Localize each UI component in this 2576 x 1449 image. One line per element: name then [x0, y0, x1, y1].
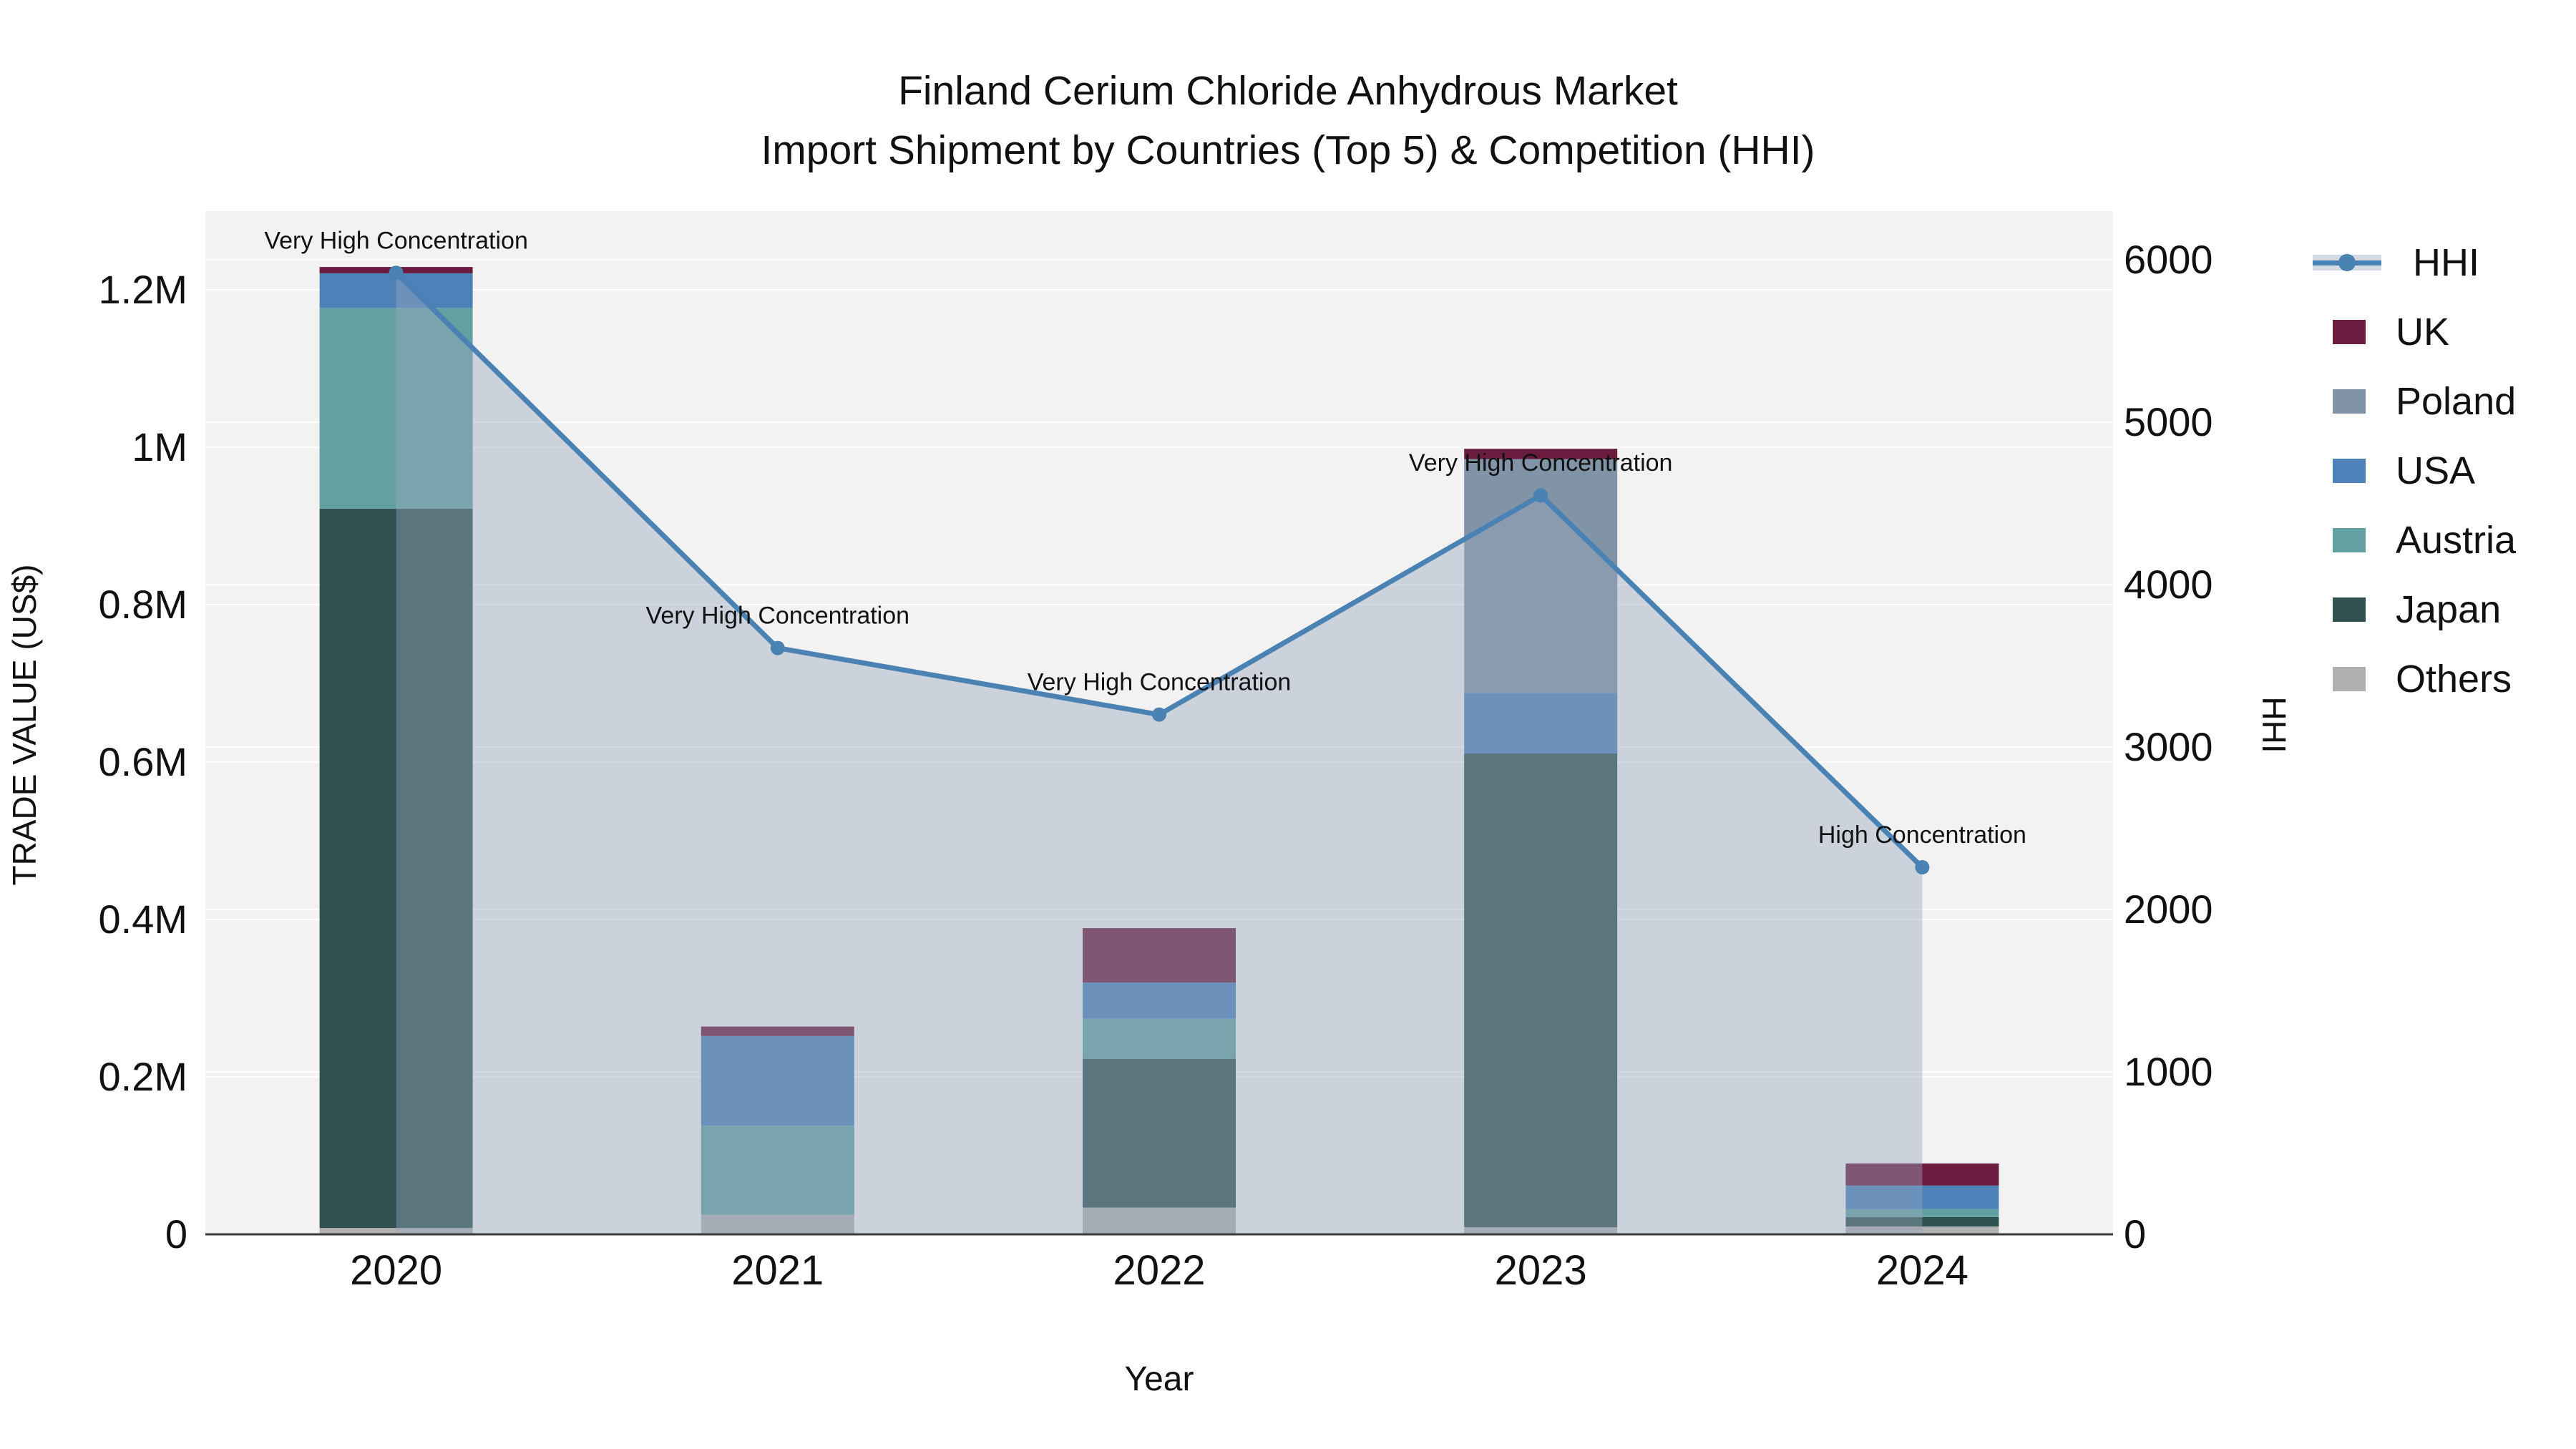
y-left-tick-1M: 1M	[132, 424, 187, 469]
bar-segment-austria-2024	[1845, 1209, 1999, 1217]
y-right-tick-0: 0	[2124, 1211, 2146, 1257]
hhi-area-fill	[396, 273, 1923, 1235]
legend-item-others[interactable]: Others	[2313, 644, 2516, 713]
y-right-axis-title: HHI	[2255, 696, 2293, 753]
bar-segment-others-2020	[319, 1228, 473, 1234]
bar-segment-others-2022	[1083, 1207, 1236, 1234]
y-right-tick-5000: 5000	[2124, 399, 2213, 444]
bar-segment-uk-2022	[1083, 928, 1236, 982]
legend-item-austria[interactable]: Austria	[2313, 505, 2516, 575]
tick-labels: 0 0.2M 0.4M 0.6M 0.8M 1M 1.2M 0 1000 2000 3000 4000…	[99, 237, 2213, 1294]
legend-label-poland: Poland	[2396, 379, 2517, 423]
hhi-marker-2024	[1915, 860, 1930, 875]
gridlines	[205, 259, 2113, 1078]
bar-segment-usa-2024	[1845, 1185, 1999, 1209]
hhi-markers	[389, 265, 1930, 875]
chart-title-line2: Import Shipment by Countries (Top 5) & C…	[761, 127, 1815, 173]
bar-segment-others-2021	[701, 1214, 854, 1234]
legend-swatch-others-icon	[2333, 666, 2366, 691]
y-left-tick-0.4M: 0.4M	[99, 897, 188, 942]
legend-label-austria: Austria	[2396, 518, 2517, 562]
bar-segment-japan-2023	[1464, 753, 1618, 1228]
x-tick-2023: 2023	[1495, 1247, 1587, 1294]
legend-item-usa[interactable]: USA	[2313, 436, 2516, 505]
x-tick-2024: 2024	[1876, 1247, 1968, 1294]
legend-label-uk: UK	[2396, 310, 2450, 353]
legend-item-hhi[interactable]: HHI	[2313, 228, 2516, 297]
bar-segment-usa-2022	[1083, 982, 1236, 1019]
legend-swatch-usa-icon	[2333, 458, 2366, 483]
bar-segment-japan-2024	[1845, 1216, 1999, 1226]
chart-title: Finland Cerium Chloride Anhydrous Market…	[0, 62, 2576, 180]
y-right-tick-4000: 4000	[2124, 562, 2213, 607]
bar-segment-austria-2020	[319, 308, 473, 509]
bar-segment-usa-2021	[701, 1035, 854, 1126]
bar-segment-japan-2022	[1083, 1058, 1236, 1208]
hhi-marker-2022	[1152, 707, 1166, 722]
legend: HHI UK Poland USA Austria Japan Others	[2313, 228, 2516, 713]
x-tick-2021: 2021	[731, 1247, 824, 1294]
y-right-tick-2000: 2000	[2124, 887, 2213, 932]
x-tick-2022: 2022	[1113, 1247, 1205, 1294]
annotation-2024: High Concentration	[1818, 821, 2026, 849]
x-tick-2020: 2020	[350, 1247, 442, 1294]
hhi-marker-2023	[1533, 488, 1548, 503]
bar-segment-uk-2021	[701, 1026, 854, 1036]
legend-item-uk[interactable]: UK	[2313, 297, 2516, 366]
legend-swatch-japan-icon	[2333, 597, 2366, 622]
legend-swatch-poland-icon	[2333, 389, 2366, 414]
annotation-2023: Very High Concentration	[1409, 449, 1673, 477]
legend-label-japan: Japan	[2396, 587, 2502, 631]
legend-swatch-uk-icon	[2333, 319, 2366, 344]
legend-label-others: Others	[2396, 657, 2512, 701]
annotation-2021: Very High Concentration	[646, 602, 910, 630]
bar-stacks	[319, 267, 1999, 1234]
bar-segment-japan-2020	[319, 508, 473, 1229]
bar-segment-uk-2023	[1464, 449, 1618, 459]
legend-label-hhi: HHI	[2413, 240, 2479, 284]
y-left-tick-0.2M: 0.2M	[99, 1054, 188, 1099]
y-right-tick-1000: 1000	[2124, 1049, 2213, 1094]
legend-label-usa: USA	[2396, 449, 2476, 492]
y-left-tick-0.6M: 0.6M	[99, 739, 188, 784]
legend-item-japan[interactable]: Japan	[2313, 575, 2516, 644]
bar-segment-others-2024	[1845, 1226, 1999, 1234]
x-axis-title: Year	[1125, 1360, 1194, 1398]
bar-segment-austria-2021	[701, 1126, 854, 1215]
chart-title-line1: Finland Cerium Chloride Anhydrous Market	[898, 68, 1678, 114]
legend-item-poland[interactable]: Poland	[2313, 366, 2516, 436]
y-left-axis-title: TRADE VALUE (US$)	[6, 564, 43, 885]
hhi-legend-symbol-icon	[2313, 250, 2381, 275]
y-right-tick-3000: 3000	[2124, 724, 2213, 769]
bar-segment-austria-2022	[1083, 1018, 1236, 1059]
annotation-2020: Very High Concentration	[264, 227, 528, 254]
y-left-tick-0: 0	[165, 1211, 187, 1257]
hhi-marker-2020	[389, 265, 404, 280]
y-left-tick-1.2M: 1.2M	[99, 267, 188, 312]
bar-segment-others-2023	[1464, 1227, 1618, 1234]
y-right-tick-6000: 6000	[2124, 237, 2213, 282]
hhi-marker-2021	[770, 640, 785, 655]
bar-segment-uk-2024	[1845, 1163, 1999, 1186]
bar-segment-usa-2023	[1464, 693, 1618, 753]
y-left-tick-0.8M: 0.8M	[99, 582, 188, 627]
legend-swatch-austria-icon	[2333, 527, 2366, 552]
annotation-2022: Very High Concentration	[1028, 669, 1292, 696]
